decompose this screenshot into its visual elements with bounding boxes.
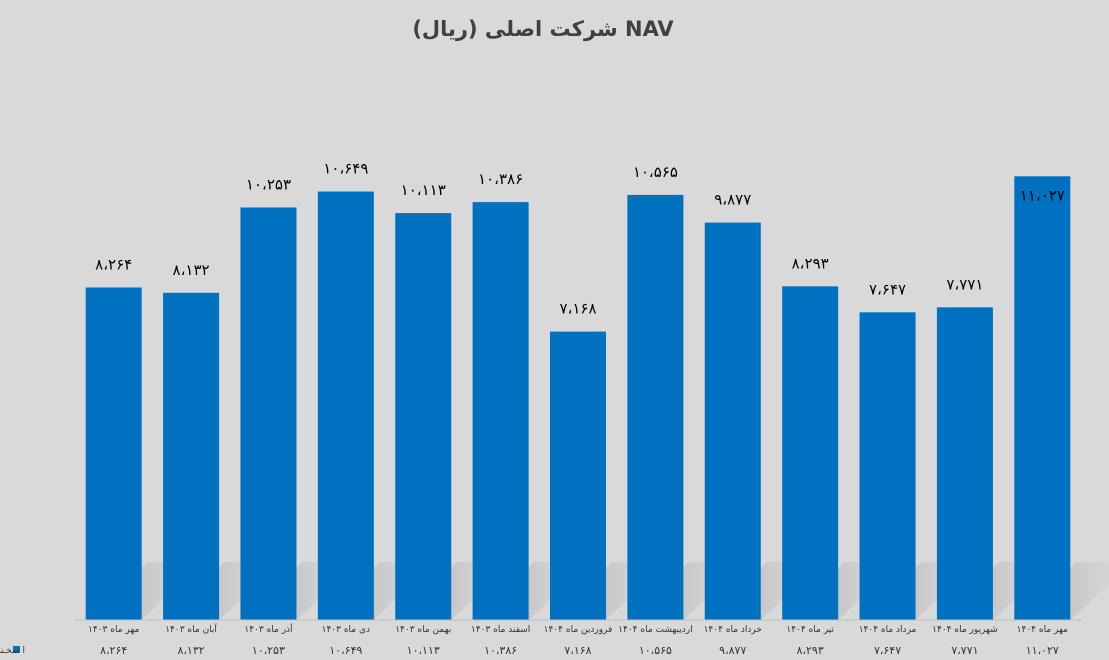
bar <box>163 292 220 620</box>
table-value: ۱۰،۱۱۳ <box>407 644 440 657</box>
bar <box>859 312 916 620</box>
category-label: شهریور ماه ۱۴۰۴ <box>932 625 998 635</box>
data-label: ۱۰،۵۶۵ <box>633 163 678 181</box>
bar <box>550 331 606 620</box>
table-value: ۸،۲۹۳ <box>797 644 824 657</box>
data-label: ۱۰،۳۸۶ <box>478 170 523 188</box>
table-value: ۱۰،۲۵۳ <box>252 644 285 657</box>
category-label: مرداد ماه ۱۴۰۴ <box>859 625 917 635</box>
data-label: ۱۰،۶۴۹ <box>323 160 368 178</box>
value-labels-layer: ۸،۲۶۴ ۸،۱۳۲ ۱۰،۲۵۳ ۱۰،۶۴۹ ۱۰،۱۱۳ ۱۰،۳۸۶ ۷،۱۶۸ ۱… <box>95 160 1065 318</box>
data-label: ۱۱،۰۲۷ <box>1020 186 1065 204</box>
legend-label: ا سخـنـخت <box>0 646 25 656</box>
bars-layer <box>85 176 1071 621</box>
category-label: مهر ماه ۱۴۰۳ <box>88 625 139 635</box>
table-value: ۷،۱۶۸ <box>564 644 591 657</box>
bar <box>472 202 529 620</box>
bar <box>936 307 993 620</box>
table-value: ۱۰،۵۶۵ <box>639 644 672 657</box>
data-label: ۹،۸۷۷ <box>714 191 751 209</box>
table-value: ۷،۶۴۷ <box>874 644 901 657</box>
bar <box>85 287 142 620</box>
category-label: فروردین ماه ۱۴۰۴ <box>544 625 613 635</box>
category-label: آذر ماه ۱۴۰۳ <box>244 623 293 635</box>
category-label: مهر ماه ۱۴۰۴ <box>1017 625 1068 635</box>
table-value: ۹،۸۷۷ <box>719 644 746 657</box>
data-label: ۸،۲۶۴ <box>95 255 132 273</box>
legend: ا سخـنـخت <box>0 646 25 656</box>
bar <box>782 286 839 620</box>
data-label: ۱۰،۱۱۳ <box>401 181 446 199</box>
table-value: ۸،۱۳۲ <box>177 644 204 657</box>
chart-title: NAV شرکت اصلی (ریال) <box>412 17 674 41</box>
table-value: ۷،۷۷۱ <box>951 644 978 657</box>
category-label: اسفند ماه ۱۴۰۳ <box>471 625 530 635</box>
bar <box>317 191 374 621</box>
table-value: ۱۰،۶۴۹ <box>329 644 362 657</box>
data-label: ۷،۷۷۱ <box>946 275 983 293</box>
category-label: اردیبهشت ماه ۱۴۰۴ <box>618 625 692 635</box>
data-table-layer: ۸،۲۶۴ ۸،۱۳۲ ۱۰،۲۵۳ ۱۰،۶۴۹ ۱۰،۱۱۳ ۱۰،۳۸۶ ۷،۱۶۸ ۱… <box>100 644 1059 657</box>
bar <box>395 213 452 620</box>
data-label: ۸،۲۹۳ <box>792 254 829 272</box>
category-label: دی ماه ۱۴۰۳ <box>322 625 370 635</box>
bar <box>627 194 684 620</box>
table-value: ۱۰،۳۸۶ <box>484 644 517 657</box>
data-label: ۱۰،۲۵۳ <box>246 175 291 193</box>
category-label: خرداد ماه ۱۴۰۴ <box>704 625 762 635</box>
category-label: آبان ماه ۱۴۰۳ <box>165 623 217 635</box>
data-label: ۸،۱۳۲ <box>173 261 210 279</box>
bar <box>1014 176 1071 621</box>
table-value: ۱۱،۰۲۷ <box>1026 644 1059 657</box>
data-label: ۷،۱۶۸ <box>559 300 596 318</box>
table-value: ۸،۲۶۴ <box>100 644 127 657</box>
category-label: بهمن ماه ۱۴۰۳ <box>395 625 451 635</box>
data-label: ۷،۶۴۷ <box>869 280 906 298</box>
category-label: تیر ماه ۱۴۰۴ <box>786 625 834 635</box>
bar <box>240 207 297 620</box>
legend-swatch <box>13 646 20 653</box>
bar <box>704 222 761 620</box>
category-labels-layer: مهر ماه ۱۴۰۳ آبان ماه ۱۴۰۳ آذر ماه ۱۴۰۳ دی … <box>88 623 1068 635</box>
